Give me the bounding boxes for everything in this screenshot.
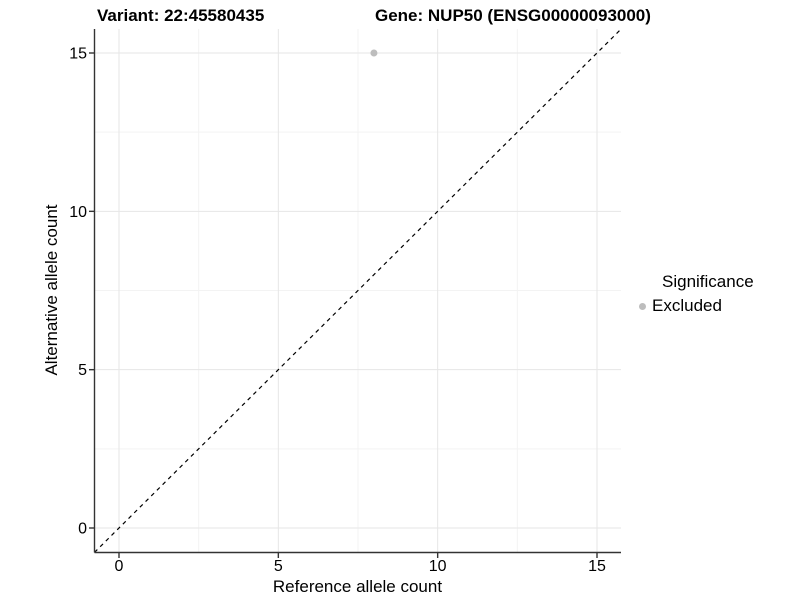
x-tick-label: 10 bbox=[429, 558, 447, 575]
gene-title: Gene: NUP50 (ENSG00000093000) bbox=[375, 6, 651, 25]
x-axis-title: Reference allele count bbox=[272, 577, 443, 596]
identity-reference-line bbox=[94, 28, 622, 553]
legend: Significance Excluded bbox=[630, 272, 754, 316]
legend-entry: Excluded bbox=[630, 296, 754, 316]
variant-title: Variant: 22:45580435 bbox=[97, 6, 265, 25]
x-tick-label: 0 bbox=[115, 558, 124, 575]
x-tick-label: 15 bbox=[588, 558, 606, 575]
y-tick-label: 15 bbox=[69, 45, 87, 62]
data-point bbox=[370, 49, 378, 57]
x-tick-label: 5 bbox=[274, 558, 283, 575]
y-tick-label: 0 bbox=[78, 521, 87, 538]
y-axis-title: Alternative allele count bbox=[42, 204, 61, 376]
legend-title: Significance bbox=[662, 272, 754, 291]
excluded-point-icon bbox=[639, 302, 646, 310]
y-tick-label: 5 bbox=[78, 362, 87, 379]
legend-entry-label: Excluded bbox=[652, 296, 722, 315]
y-tick-label: 10 bbox=[69, 204, 87, 221]
